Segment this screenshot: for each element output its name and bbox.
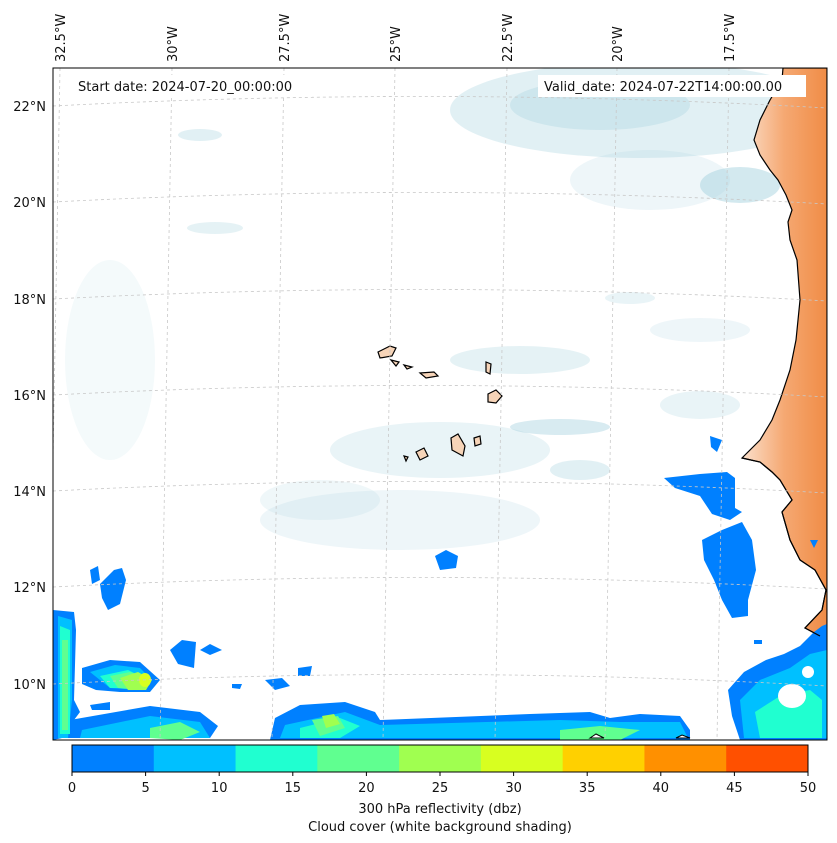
colorbar-tick-label: 30 <box>505 781 522 796</box>
colorbar-tick-label: 20 <box>358 781 375 796</box>
gridlines <box>53 68 827 740</box>
colorbar-segment <box>72 745 155 772</box>
meridian-gridline <box>494 68 508 740</box>
colorbar-tick-label: 15 <box>285 781 302 796</box>
parallel-gridline <box>53 385 827 398</box>
map-plot-area <box>53 68 827 740</box>
colorbar-tick-label: 0 <box>68 781 76 796</box>
longitude-label: 20°W <box>611 26 626 62</box>
meridian-gridline <box>382 68 396 740</box>
parallel-gridline <box>53 481 827 494</box>
colorbar-segment <box>235 745 318 772</box>
latitude-label: 10°N <box>13 678 46 693</box>
colorbar-label: 300 hPa reflectivity (dbz) <box>358 802 521 817</box>
meridian-gridline <box>271 68 285 740</box>
colorbar-segment <box>399 745 482 772</box>
meridian-gridline <box>716 68 730 740</box>
longitude-label: 32.5°W <box>54 14 69 62</box>
colorbar-tick-label: 50 <box>800 781 817 796</box>
parallel-gridline <box>53 192 827 205</box>
latitude-label: 14°N <box>13 485 46 500</box>
valid-date-box <box>538 75 806 97</box>
latitude-label: 18°N <box>13 293 46 308</box>
longitude-label: 25°W <box>389 26 404 62</box>
latitude-label: 22°N <box>13 100 46 115</box>
latitude-label: 12°N <box>13 581 46 596</box>
longitude-label: 17.5°W <box>723 14 738 62</box>
longitude-label: 22.5°W <box>501 14 516 62</box>
parallel-gridline <box>53 674 827 687</box>
meridian-gridline <box>604 68 618 740</box>
reflectivity-gaps-inner <box>778 666 814 708</box>
colorbar-tick-label: 5 <box>141 781 149 796</box>
cape-verde-islands <box>377 345 503 463</box>
latitude-label: 16°N <box>13 389 46 404</box>
start-date-label: Start date: 2024-07-20_00:00:00 <box>78 80 292 95</box>
colorbar-segment <box>153 745 237 772</box>
map-frame <box>52 67 828 741</box>
reflectivity-gaps <box>588 733 691 739</box>
colorbar-segment <box>562 745 645 772</box>
meridian-gridline <box>159 68 173 740</box>
colorbar-segment <box>644 745 727 772</box>
start-date-box <box>72 75 312 97</box>
colorbar-sublabel: Cloud cover (white background shading) <box>308 820 572 835</box>
latitude-labels: 22°N 20°N 18°N 16°N 14°N 12°N 10°N <box>13 100 46 693</box>
meridian-gridline <box>53 68 61 483</box>
colorbar: 0 5 10 15 20 25 30 35 40 45 50 <box>68 744 817 796</box>
parallel-gridline <box>53 96 827 109</box>
longitude-label: 27.5°W <box>278 14 293 62</box>
coastline-overlay <box>741 457 827 637</box>
colorbar-tick-label: 35 <box>579 781 596 796</box>
valid-date-label: Valid_date: 2024-07-22T14:00:00.00 <box>544 80 782 95</box>
colorbar-segment <box>726 745 809 772</box>
colorbar-segment <box>480 745 564 772</box>
colorbar-tick-label: 40 <box>653 781 670 796</box>
colorbar-tick-label: 45 <box>726 781 743 796</box>
parallel-gridline <box>53 289 827 302</box>
longitude-labels: 32.5°W 30°W 27.5°W 25°W 22.5°W 20°W 17.5°W <box>54 14 738 62</box>
colorbar-tick-label: 10 <box>211 781 228 796</box>
latitude-label: 20°N <box>13 196 46 211</box>
longitude-label: 30°W <box>166 26 181 62</box>
colorbar-tick-label: 25 <box>432 781 449 796</box>
parallel-gridline <box>53 577 827 590</box>
colorbar-segment <box>317 745 400 772</box>
